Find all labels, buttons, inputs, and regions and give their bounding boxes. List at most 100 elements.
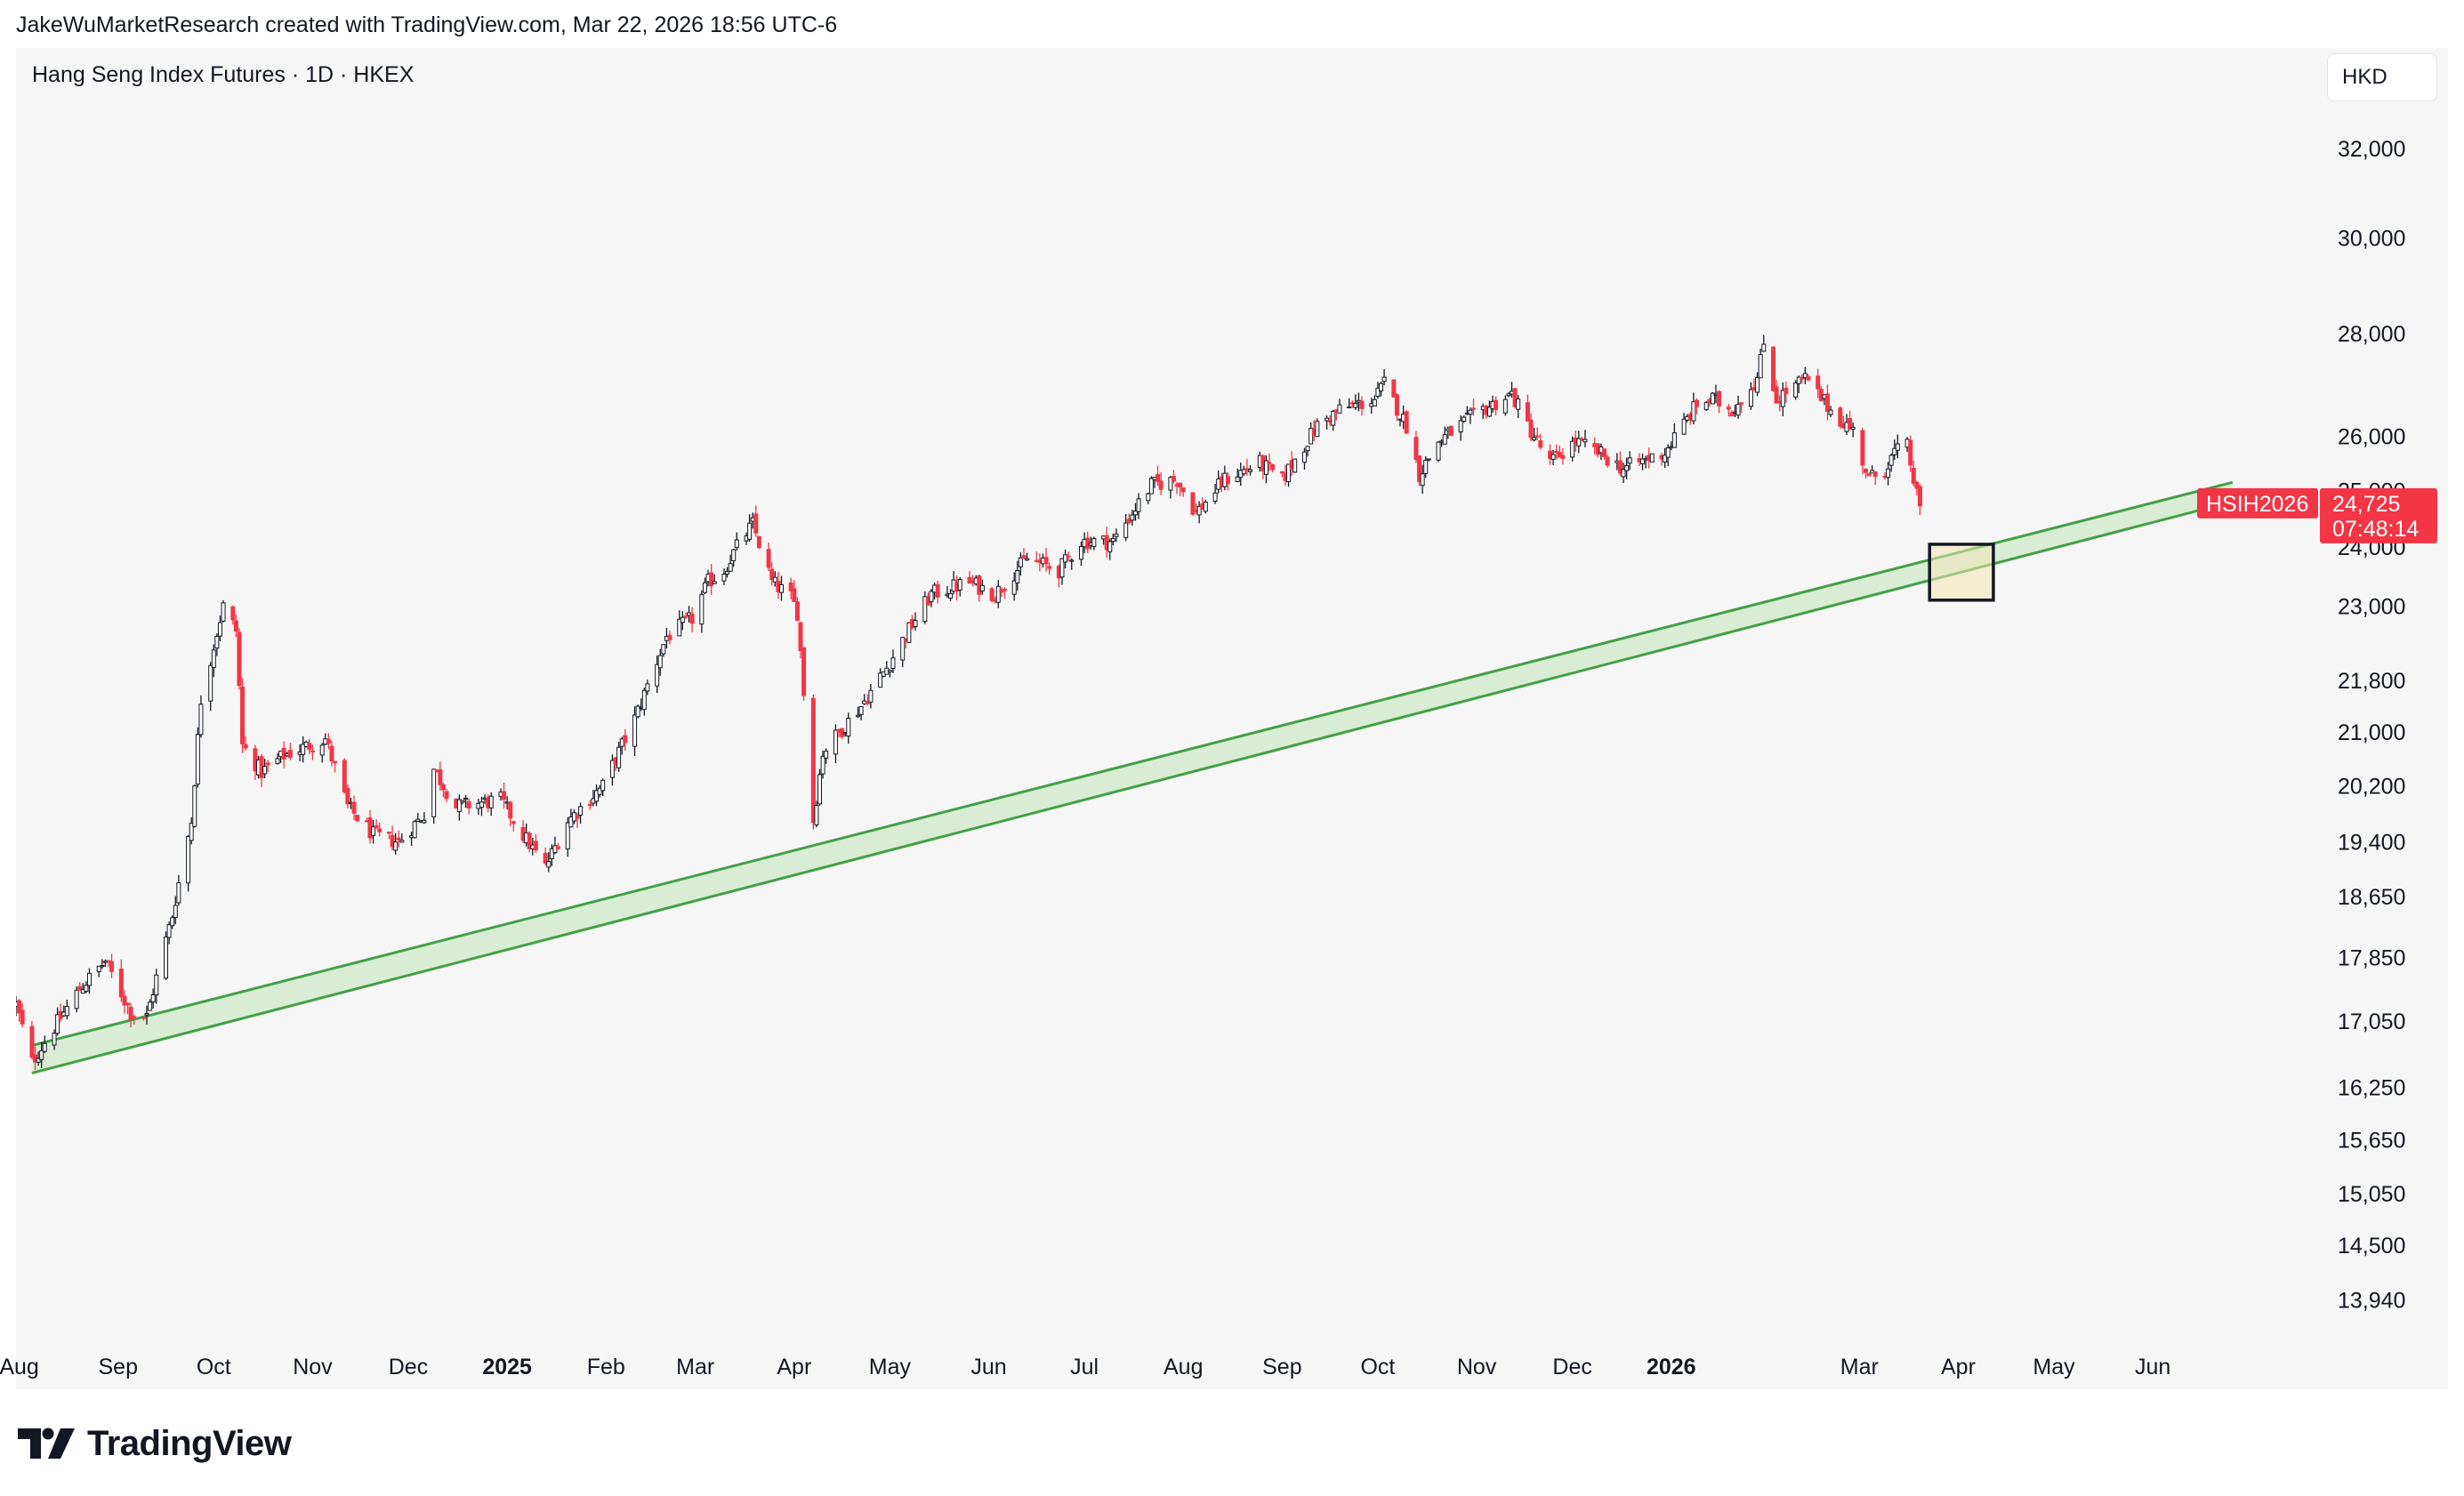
candle-body[interactable] [1627, 457, 1632, 464]
candle-body[interactable] [1235, 476, 1240, 483]
candle-body[interactable] [233, 620, 238, 632]
candle-body[interactable] [766, 549, 771, 568]
candle-body[interactable] [371, 826, 376, 836]
candle-body[interactable] [1130, 514, 1135, 521]
candle-body[interactable] [702, 582, 707, 593]
candle-body[interactable] [756, 535, 761, 549]
candle-body[interactable] [1755, 376, 1760, 393]
candle-body[interactable] [846, 718, 851, 737]
candle-body[interactable] [641, 689, 647, 711]
candle-body[interactable] [890, 657, 896, 669]
candle-body[interactable] [1043, 557, 1049, 565]
candle-body[interactable] [1784, 387, 1789, 395]
candle-body[interactable] [1025, 558, 1030, 561]
candle-body[interactable] [1892, 447, 1897, 455]
candle-body[interactable] [565, 822, 570, 849]
candle-body[interactable] [1448, 426, 1453, 437]
candle-body[interactable] [788, 582, 793, 591]
candle-body[interactable] [1468, 409, 1473, 415]
candle-body[interactable] [1011, 580, 1017, 595]
candle-body[interactable] [817, 774, 823, 805]
candle-body[interactable] [935, 583, 940, 598]
candle-body[interactable] [814, 805, 819, 825]
candle-body[interactable] [655, 664, 660, 687]
candle-body[interactable] [549, 848, 554, 860]
candle-body[interactable] [1512, 388, 1518, 407]
candle-body[interactable] [1190, 492, 1196, 515]
candle-body[interactable] [865, 702, 870, 704]
candle-body[interactable] [1458, 420, 1463, 433]
candle-body[interactable] [36, 1058, 41, 1063]
candle-body[interactable] [575, 815, 580, 819]
candle-body[interactable] [552, 845, 558, 854]
candle-body[interactable] [1180, 487, 1186, 493]
candle-body[interactable] [1516, 398, 1521, 410]
candle-body[interactable] [556, 846, 561, 849]
candle-body[interactable] [1640, 458, 1646, 464]
candle-body[interactable] [173, 905, 178, 918]
candle-body[interactable] [1203, 502, 1208, 512]
candle-body[interactable] [214, 635, 220, 649]
candle-body[interactable] [444, 791, 449, 800]
candle-body[interactable] [1394, 394, 1399, 416]
candle-body[interactable] [856, 714, 861, 718]
candle-body[interactable] [310, 750, 315, 752]
candle-body[interactable] [1886, 468, 1891, 479]
candle-body[interactable] [192, 785, 197, 827]
candle-body[interactable] [709, 572, 714, 587]
candle-body[interactable] [128, 1006, 133, 1020]
candle-body[interactable] [1888, 454, 1894, 466]
candle-body[interactable] [118, 969, 124, 998]
candle-body[interactable] [164, 936, 169, 979]
candle-body[interactable] [52, 1033, 57, 1046]
candle-body[interactable] [957, 579, 962, 591]
candle-body[interactable] [170, 917, 175, 927]
candle-body[interactable] [1391, 379, 1397, 398]
candle-body[interactable] [1694, 399, 1699, 407]
candle-body[interactable] [995, 585, 1001, 603]
candle-body[interactable] [1015, 570, 1020, 583]
candle-body[interactable] [1850, 426, 1856, 430]
candle-body[interactable] [1417, 454, 1422, 482]
candle-body[interactable] [699, 593, 705, 625]
candle-body[interactable] [1079, 546, 1084, 560]
candle-body[interactable] [438, 768, 443, 785]
candle-body[interactable] [1132, 511, 1138, 516]
candle-body[interactable] [597, 787, 602, 795]
candle-body[interactable] [635, 705, 640, 718]
candle-body[interactable] [1123, 522, 1129, 539]
candle-body[interactable] [195, 734, 200, 785]
candle-body[interactable] [1270, 463, 1276, 471]
candle-body[interactable] [824, 751, 829, 759]
candle-body[interactable] [17, 1000, 22, 1014]
candle-body[interactable] [798, 622, 803, 652]
candle-body[interactable] [230, 606, 236, 621]
candle-body[interactable] [355, 815, 360, 822]
candle-body[interactable] [677, 618, 682, 637]
candle-body[interactable] [747, 522, 753, 540]
candle-body[interactable] [1337, 404, 1342, 414]
candle-body[interactable] [645, 683, 650, 692]
candle-body[interactable] [1726, 406, 1731, 410]
chart-area[interactable] [16, 48, 2448, 1389]
candle-body[interactable] [1665, 447, 1671, 458]
candle-body[interactable] [150, 994, 156, 1003]
candle-body[interactable] [148, 1001, 153, 1011]
candle-body[interactable] [20, 1009, 25, 1025]
candle-body[interactable] [29, 1025, 35, 1058]
candle-body[interactable] [237, 631, 242, 687]
candle-body[interactable] [1554, 451, 1559, 454]
candle-body[interactable] [900, 637, 906, 661]
candle-body[interactable] [1241, 469, 1246, 475]
candle-body[interactable] [753, 513, 759, 534]
candle-body[interactable] [86, 972, 92, 986]
candle-body[interactable] [243, 744, 248, 749]
candle-body[interactable] [1506, 393, 1511, 397]
candle-body[interactable] [546, 861, 552, 868]
candle-body[interactable] [1671, 432, 1677, 448]
candle-body[interactable] [1347, 406, 1352, 409]
candle-body[interactable] [1413, 437, 1419, 461]
candle-body[interactable] [1305, 446, 1310, 452]
candle-body[interactable] [144, 1012, 149, 1016]
